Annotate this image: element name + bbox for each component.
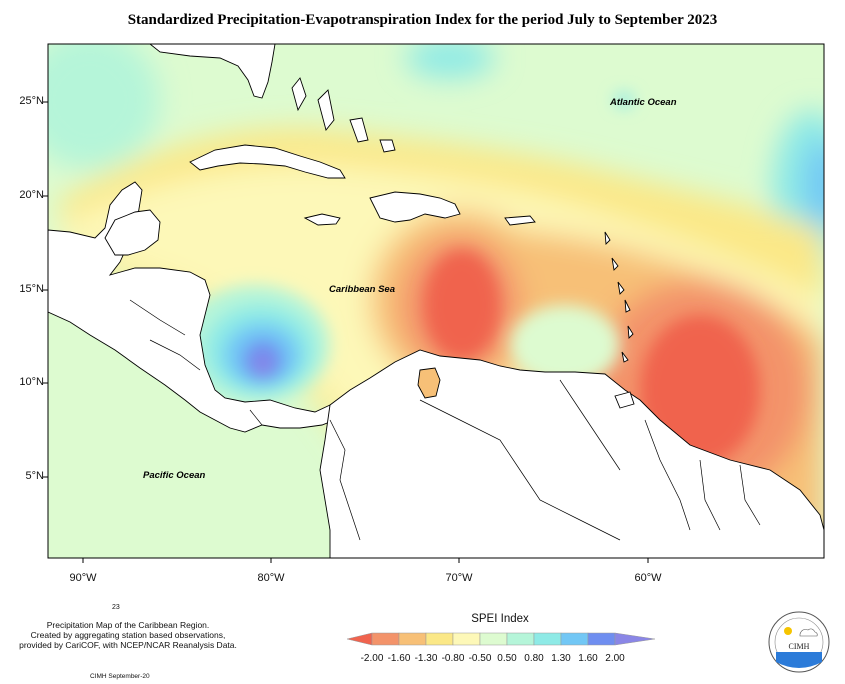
land-jamaica <box>303 213 341 226</box>
lat-label-20n: 20°N <box>19 189 44 201</box>
legend-swatch-2 <box>398 632 427 646</box>
legend-swatch-6 <box>506 632 535 646</box>
field-green-gap <box>510 305 620 385</box>
legend-swatch-4 <box>452 632 481 646</box>
legend-swatch-9 <box>587 632 616 646</box>
label-pacific-ocean: Pacific Ocean <box>143 470 206 481</box>
label-atlantic-ocean: Atlantic Ocean <box>610 97 677 108</box>
land-yucatan <box>104 209 161 256</box>
legend-label: -0.50 <box>468 653 492 664</box>
map-frame <box>47 43 825 559</box>
map-title: Standardized Precipitation-Evapotranspir… <box>127 12 718 28</box>
lon-label-70w: 70°W <box>445 572 473 584</box>
legend-swatch-1 <box>371 632 400 646</box>
land-south-america <box>319 349 824 558</box>
lat-label-15n: 15°N <box>19 283 44 295</box>
land-florida <box>149 44 276 99</box>
land-masses <box>48 44 824 558</box>
legend-swatch-3 <box>425 632 454 646</box>
field-cyan-spot <box>614 93 634 107</box>
legend-swatch-5 <box>479 632 508 646</box>
legend-label: 0.50 <box>497 653 517 664</box>
lat-label-5n: 5°N <box>25 470 44 482</box>
label-caribbean-sea: Caribbean Sea <box>329 284 395 295</box>
legend-swatch-10 <box>614 632 656 646</box>
map-note: Precipitation Map of the Caribbean Regio… <box>8 620 248 650</box>
legend-labels: -2.00 -1.60 -1.30 -0.80 -0.50 0.50 0.80 … <box>352 653 652 667</box>
legend-label: -1.60 <box>387 653 411 664</box>
land-puerto-rico <box>504 215 536 226</box>
field-indigo-west <box>254 354 272 376</box>
note-number: 23 <box>112 604 120 611</box>
note-line-2: Created by aggregating station based obs… <box>30 630 226 640</box>
field-northwest-green <box>48 44 160 170</box>
field-north-cyan <box>405 44 495 78</box>
field-red-central <box>424 250 500 360</box>
cimh-logo <box>768 611 830 673</box>
legend-label: -0.80 <box>441 653 465 664</box>
legend-swatch-7 <box>533 632 562 646</box>
note-line-3: provided by CariCOF, with NCEP/NCAR Rean… <box>19 640 237 650</box>
legend-colorbar <box>346 632 656 646</box>
field-red-east <box>640 315 760 465</box>
land-trinidad <box>614 391 635 409</box>
legend-label: -1.30 <box>414 653 438 664</box>
legend-title: SPEI Index <box>471 613 529 625</box>
lon-label-60w: 60°W <box>634 572 662 584</box>
land-cuba <box>189 144 346 179</box>
lat-label-10n: 10°N <box>19 376 44 388</box>
land-hispaniola <box>369 191 461 223</box>
lon-label-80w: 80°W <box>257 572 285 584</box>
waves-icon <box>776 652 822 668</box>
lon-label-90w: 90°W <box>69 572 97 584</box>
axis-ticks <box>43 101 649 563</box>
legend-label: 1.60 <box>578 653 598 664</box>
land-lake-maracaibo <box>417 367 441 399</box>
legend-label: -2.00 <box>360 653 384 664</box>
legend-label: 1.30 <box>551 653 571 664</box>
legend-swatch-8 <box>560 632 589 646</box>
footer-credit: CIMH September-20 <box>90 673 150 680</box>
country-borders <box>129 299 761 541</box>
logo-text: CIMH <box>788 642 810 651</box>
legend-label: 2.00 <box>605 653 625 664</box>
legend-swatch-0 <box>346 632 373 646</box>
field-east-blue <box>804 140 824 230</box>
lat-label-25n: 25°N <box>19 95 44 107</box>
note-line-1: Precipitation Map of the Caribbean Regio… <box>46 620 210 630</box>
legend-label: 0.80 <box>524 653 544 664</box>
cloud-icon <box>799 628 818 637</box>
sun-icon <box>784 627 792 635</box>
land-bahamas <box>291 77 396 153</box>
land-lesser-antilles <box>604 231 634 363</box>
